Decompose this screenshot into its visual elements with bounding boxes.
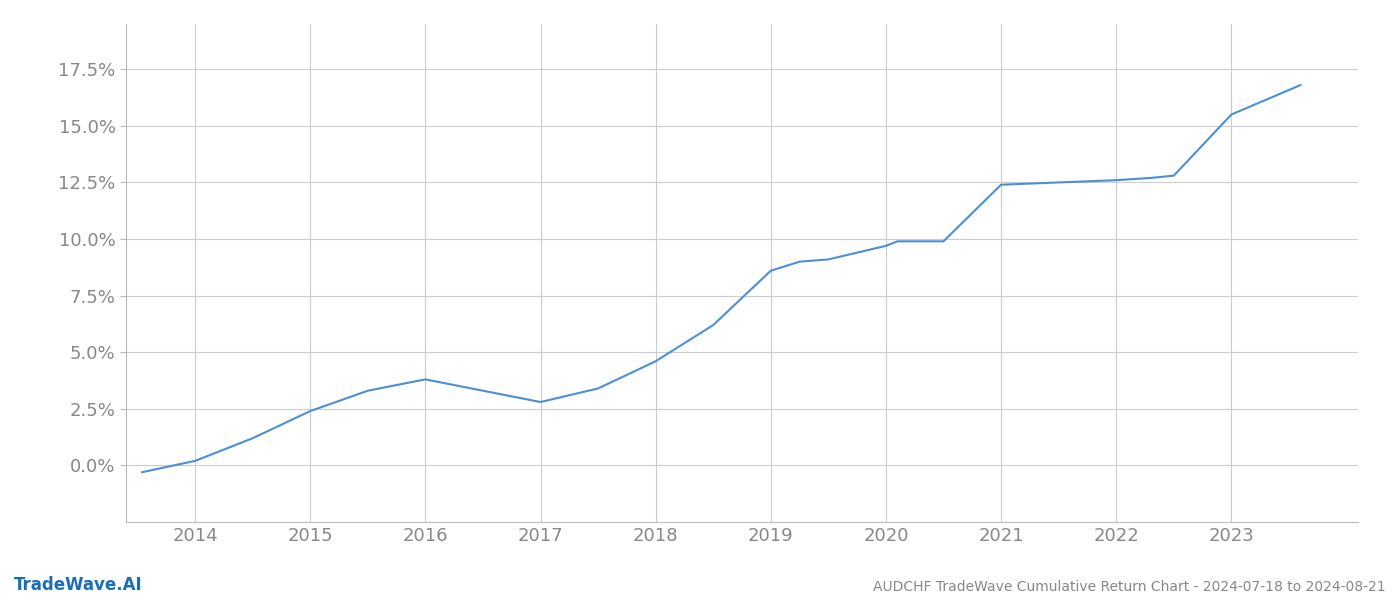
Text: AUDCHF TradeWave Cumulative Return Chart - 2024-07-18 to 2024-08-21: AUDCHF TradeWave Cumulative Return Chart… [874,580,1386,594]
Text: TradeWave.AI: TradeWave.AI [14,576,143,594]
